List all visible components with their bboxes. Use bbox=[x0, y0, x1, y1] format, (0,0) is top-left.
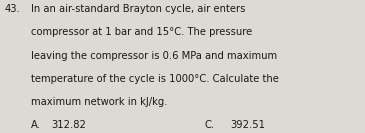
Text: 392.51: 392.51 bbox=[230, 120, 265, 130]
Text: 312.82: 312.82 bbox=[51, 120, 86, 130]
Text: compressor at 1 bar and 15°C. The pressure: compressor at 1 bar and 15°C. The pressu… bbox=[31, 27, 252, 37]
Text: In an air-standard Brayton cycle, air enters: In an air-standard Brayton cycle, air en… bbox=[31, 4, 245, 14]
Text: C.: C. bbox=[204, 120, 215, 130]
Text: leaving the compressor is 0.6 MPa and maximum: leaving the compressor is 0.6 MPa and ma… bbox=[31, 51, 277, 61]
Text: temperature of the cycle is 1000°C. Calculate the: temperature of the cycle is 1000°C. Calc… bbox=[31, 74, 279, 84]
Text: maximum network in kJ/kg.: maximum network in kJ/kg. bbox=[31, 97, 168, 107]
Text: A.: A. bbox=[31, 120, 41, 130]
Text: 43.: 43. bbox=[4, 4, 20, 14]
